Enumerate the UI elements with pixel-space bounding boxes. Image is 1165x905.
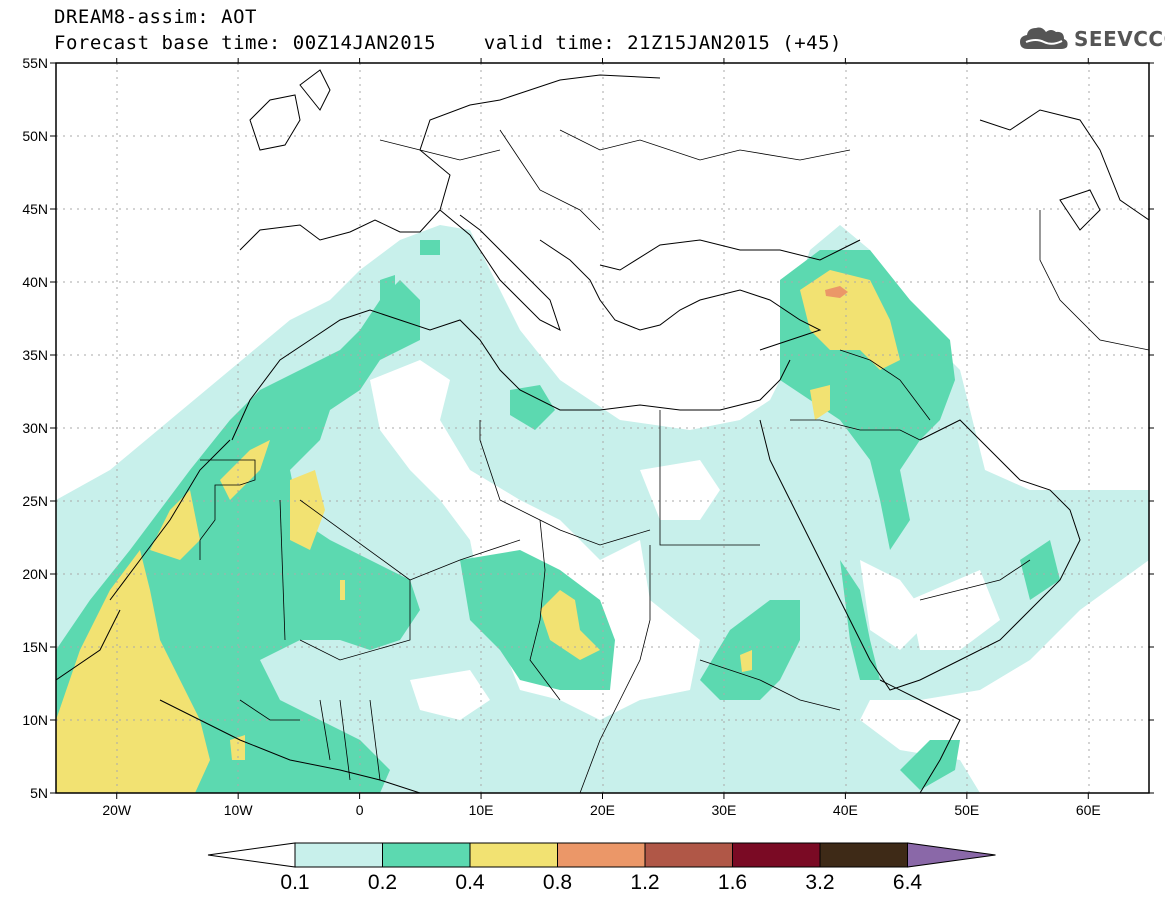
aot-field [56, 225, 1149, 793]
lon-label: 0 [356, 802, 364, 818]
map-title: DREAM8-assim: AOT [54, 6, 257, 28]
lat-label: 45N [22, 201, 48, 217]
colorbar-label: 1.2 [630, 871, 659, 894]
lat-label: 40N [22, 274, 48, 290]
lon-label: 10E [469, 802, 494, 818]
lat-label: 20N [22, 566, 48, 582]
colorbar-above-arrow [907, 842, 996, 868]
lat-label: 35N [22, 347, 48, 363]
colorbar-label: 6.4 [893, 871, 923, 894]
lat-label: 5N [30, 785, 48, 801]
lat-label: 55N [22, 55, 48, 71]
lon-label: 10W [224, 802, 254, 818]
colorbar-label: 3.2 [805, 871, 834, 894]
country-borders [199, 129, 1149, 793]
lat-label: 25N [22, 493, 48, 509]
colorbar: 0.1 0.2 0.4 0.8 1.2 1.6 3.2 6.4 [207, 842, 996, 894]
logo-text: SEEVCCC [1074, 27, 1165, 51]
lon-label: 20E [590, 802, 615, 818]
graticule [56, 63, 1149, 793]
lat-label: 50N [22, 128, 48, 144]
colorbar-swatch [732, 842, 821, 868]
longitude-axis: 20W 10W 0 10E 20E 30E 40E 50E 60E [102, 58, 1101, 818]
colorbar-swatch [294, 842, 383, 868]
cloud-icon [1020, 27, 1068, 49]
aot-band-0.8 [825, 286, 848, 298]
colorbar-label: 1.6 [718, 871, 747, 894]
lon-label: 60E [1076, 802, 1101, 818]
coastlines [56, 69, 1149, 793]
lon-label: 20W [102, 802, 132, 818]
lon-label: 50E [954, 802, 979, 818]
forecast-time-info: Forecast base time: 00Z14JAN2015 valid t… [54, 32, 842, 54]
colorbar-label: 0.1 [280, 871, 309, 894]
colorbar-below-arrow [207, 842, 296, 868]
colorbar-swatch [557, 842, 646, 868]
colorbar-swatch [382, 842, 471, 868]
lat-label: 15N [22, 639, 48, 655]
colorbar-label: 0.2 [368, 871, 397, 894]
lat-label: 30N [22, 420, 48, 436]
lon-label: 40E [833, 802, 858, 818]
colorbar-label: 0.8 [543, 871, 572, 894]
seevccc-logo: SEEVCCC [1018, 24, 1165, 54]
colorbar-swatch [469, 842, 558, 868]
colorbar-swatch [819, 842, 908, 868]
latitude-axis: 55N 50N 45N 40N 35N 30N 25N 20N 15N 10N 5N [22, 55, 1154, 801]
lon-label: 30E [711, 802, 736, 818]
colorbar-swatch [644, 842, 733, 868]
colorbar-label: 0.4 [455, 871, 485, 894]
lat-label: 10N [22, 712, 48, 728]
